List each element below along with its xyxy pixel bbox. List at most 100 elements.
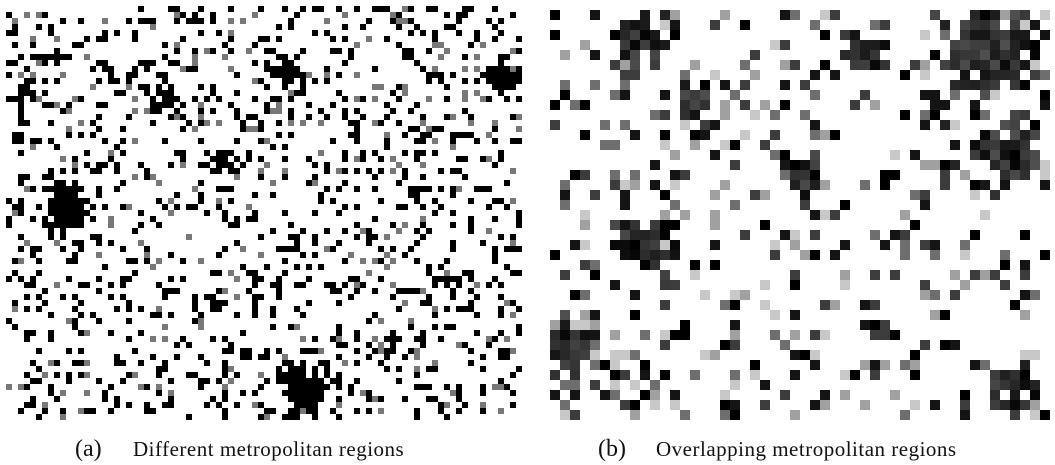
pixel	[366, 396, 372, 402]
pixel	[18, 180, 24, 186]
pixel	[66, 348, 72, 354]
pixel	[950, 90, 960, 100]
pixel	[180, 102, 186, 108]
pixel	[126, 258, 132, 264]
pixel	[880, 40, 890, 50]
pixel	[414, 228, 420, 234]
pixel	[36, 24, 42, 30]
pixel	[294, 246, 300, 252]
pixel	[980, 270, 990, 280]
pixel	[620, 120, 630, 130]
pixel	[60, 72, 66, 78]
pixel	[504, 84, 510, 90]
pixel	[66, 102, 72, 108]
pixel	[174, 108, 180, 114]
pixel	[60, 168, 66, 174]
pixel	[336, 336, 342, 342]
pixel	[620, 30, 630, 40]
pixel	[342, 150, 348, 156]
pixel	[580, 220, 590, 230]
pixel	[336, 288, 342, 294]
pixel	[456, 156, 462, 162]
pixel	[800, 80, 810, 90]
pixel	[456, 186, 462, 192]
pixel	[132, 66, 138, 72]
pixel	[180, 66, 186, 72]
pixel	[126, 300, 132, 306]
pixel	[690, 130, 700, 140]
pixel	[18, 276, 24, 282]
pixel	[970, 60, 980, 70]
pixel	[192, 12, 198, 18]
pixel	[318, 150, 324, 156]
pixel	[288, 324, 294, 330]
pixel	[980, 110, 990, 120]
pixel	[1010, 300, 1020, 310]
pixel	[800, 350, 810, 360]
pixel	[710, 210, 720, 220]
pixel	[580, 260, 590, 270]
pixel	[60, 234, 66, 240]
pixel	[294, 306, 300, 312]
pixel	[342, 228, 348, 234]
pixel	[840, 50, 850, 60]
pixel	[550, 390, 560, 400]
pixel	[760, 400, 770, 410]
pixel	[72, 180, 78, 186]
pixel	[240, 354, 246, 360]
pixel	[720, 100, 730, 110]
pixel	[1000, 50, 1010, 60]
pixel	[222, 366, 228, 372]
pixel	[720, 80, 730, 90]
pixel	[96, 186, 102, 192]
pixel	[850, 40, 860, 50]
pixel	[324, 384, 330, 390]
pixel	[910, 190, 920, 200]
pixel	[830, 130, 840, 140]
pixel	[72, 318, 78, 324]
pixel	[216, 306, 222, 312]
pixel	[650, 40, 660, 50]
pixel	[126, 204, 132, 210]
pixel	[162, 72, 168, 78]
pixel	[6, 216, 12, 222]
pixel	[810, 120, 820, 130]
pixel	[810, 350, 820, 360]
pixel	[162, 336, 168, 342]
pixel	[438, 54, 444, 60]
pixel	[78, 246, 84, 252]
pixel	[198, 114, 204, 120]
pixel	[318, 390, 324, 396]
pixel	[1020, 170, 1030, 180]
pixel	[930, 400, 940, 410]
pixel	[30, 360, 36, 366]
pixel	[258, 234, 264, 240]
pixel	[630, 250, 640, 260]
pixel	[168, 276, 174, 282]
pixel	[970, 190, 980, 200]
pixel	[650, 390, 660, 400]
pixel	[162, 42, 168, 48]
pixel	[1020, 20, 1030, 30]
pixel	[144, 258, 150, 264]
pixel	[66, 192, 72, 198]
pixel	[66, 378, 72, 384]
pixel	[560, 380, 570, 390]
pixel	[378, 276, 384, 282]
pixel	[820, 390, 830, 400]
pixel	[162, 204, 168, 210]
pixel	[264, 36, 270, 42]
pixel	[54, 144, 60, 150]
pixel	[670, 170, 680, 180]
pixel	[48, 390, 54, 396]
pixel	[516, 114, 522, 120]
pixel	[30, 252, 36, 258]
pixel	[312, 336, 318, 342]
pixel	[390, 246, 396, 252]
pixel	[426, 396, 432, 402]
pixel	[640, 240, 650, 250]
pixel	[72, 156, 78, 162]
pixel	[450, 72, 456, 78]
pixel	[330, 246, 336, 252]
pixel	[132, 228, 138, 234]
